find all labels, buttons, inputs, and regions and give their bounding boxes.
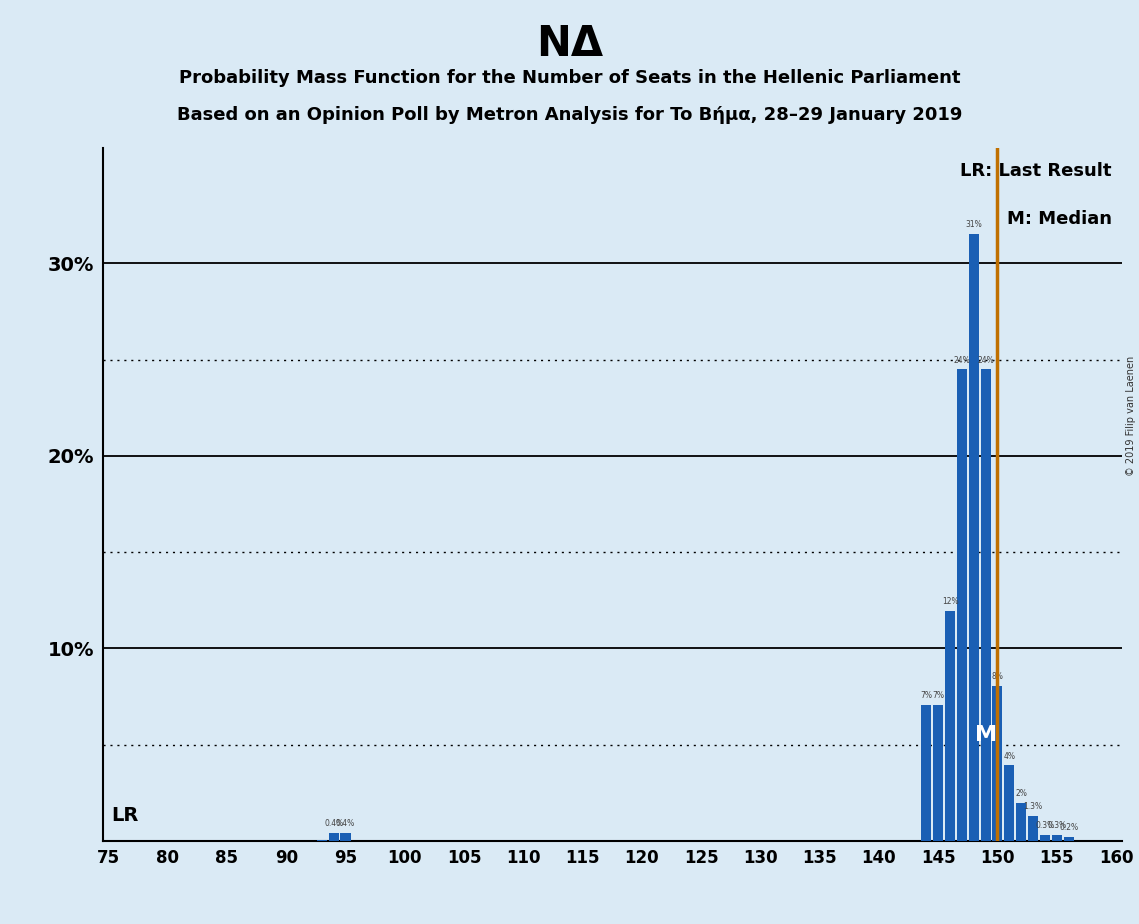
- Bar: [1064, 837, 1074, 841]
- Bar: [1029, 816, 1038, 841]
- Text: NΔ: NΔ: [536, 23, 603, 65]
- Text: 8%: 8%: [992, 673, 1003, 681]
- Text: LR: LR: [110, 807, 138, 825]
- Bar: [921, 705, 932, 841]
- Bar: [1016, 803, 1026, 841]
- Bar: [329, 833, 338, 841]
- Bar: [968, 234, 978, 841]
- Text: 2%: 2%: [1015, 789, 1027, 798]
- Text: LR: Last Result: LR: Last Result: [960, 162, 1112, 179]
- Bar: [992, 686, 1002, 841]
- Bar: [341, 833, 351, 841]
- Text: 0.4%: 0.4%: [336, 820, 355, 828]
- Text: 0.3%: 0.3%: [1035, 821, 1055, 831]
- Bar: [1051, 835, 1062, 841]
- Text: Probability Mass Function for the Number of Seats in the Hellenic Parliament: Probability Mass Function for the Number…: [179, 69, 960, 87]
- Bar: [1005, 765, 1015, 841]
- Text: 7%: 7%: [932, 691, 944, 700]
- Text: Based on an Opinion Poll by Metron Analysis for To Bήμα, 28–29 January 2019: Based on an Opinion Poll by Metron Analy…: [177, 106, 962, 124]
- Text: 31%: 31%: [966, 220, 982, 229]
- Text: 4%: 4%: [1003, 751, 1015, 760]
- Bar: [957, 370, 967, 841]
- Bar: [981, 370, 991, 841]
- Text: 24%: 24%: [953, 356, 970, 365]
- Bar: [1040, 835, 1050, 841]
- Bar: [945, 611, 956, 841]
- Bar: [933, 705, 943, 841]
- Text: 0.2%: 0.2%: [1059, 823, 1079, 833]
- Text: 24%: 24%: [977, 356, 994, 365]
- Text: M: M: [975, 725, 997, 745]
- Text: 12%: 12%: [942, 597, 958, 606]
- Text: 1.3%: 1.3%: [1024, 802, 1042, 811]
- Text: 0.4%: 0.4%: [323, 820, 343, 828]
- Text: 7%: 7%: [920, 691, 933, 700]
- Text: © 2019 Filip van Laenen: © 2019 Filip van Laenen: [1125, 356, 1136, 476]
- Text: 0.3%: 0.3%: [1047, 821, 1066, 831]
- Text: M: Median: M: Median: [1007, 211, 1112, 228]
